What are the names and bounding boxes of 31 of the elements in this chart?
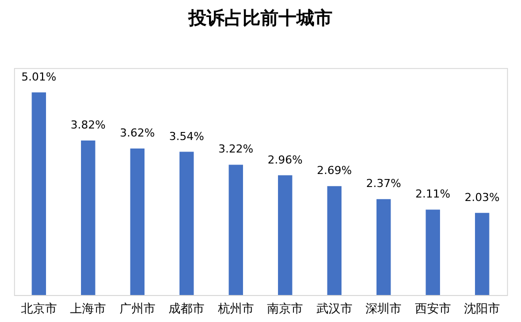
data-label: 2.96% <box>268 153 303 166</box>
bar <box>179 152 194 295</box>
x-tick-label: 北京市 <box>20 302 57 316</box>
data-label: 3.82% <box>70 118 106 132</box>
x-tick-label: 沈阳市 <box>464 302 500 316</box>
data-label: 2.37% <box>366 177 402 190</box>
bar <box>130 148 145 295</box>
x-tick-label: 武汉市 <box>316 302 352 316</box>
data-label: 3.62% <box>120 126 155 140</box>
data-label: 2.69% <box>316 164 352 178</box>
bar <box>228 164 244 295</box>
data-label: 2.03% <box>464 190 500 204</box>
data-label: 5.01% <box>21 70 56 84</box>
x-tick-label: 上海市 <box>70 302 106 316</box>
bar <box>32 92 46 295</box>
x-tick-label: 深圳市 <box>366 302 402 316</box>
data-label: 3.22% <box>218 142 254 156</box>
bar <box>80 140 96 295</box>
x-tick-label: 广州市 <box>119 302 156 316</box>
bar <box>327 186 342 295</box>
bar <box>376 199 391 295</box>
chart-title: 投诉占比前十城市 <box>188 8 332 29</box>
bar <box>426 210 440 295</box>
data-label: 2.11% <box>415 188 450 201</box>
x-tick-label: 西安市 <box>414 302 451 316</box>
x-tick-label: 南京市 <box>267 302 304 316</box>
x-tick-label: 成都市 <box>168 302 205 316</box>
x-tick-label: 杭州市 <box>216 302 254 316</box>
bar <box>278 175 292 295</box>
bar <box>474 212 490 295</box>
data-label: 3.54% <box>169 130 204 143</box>
